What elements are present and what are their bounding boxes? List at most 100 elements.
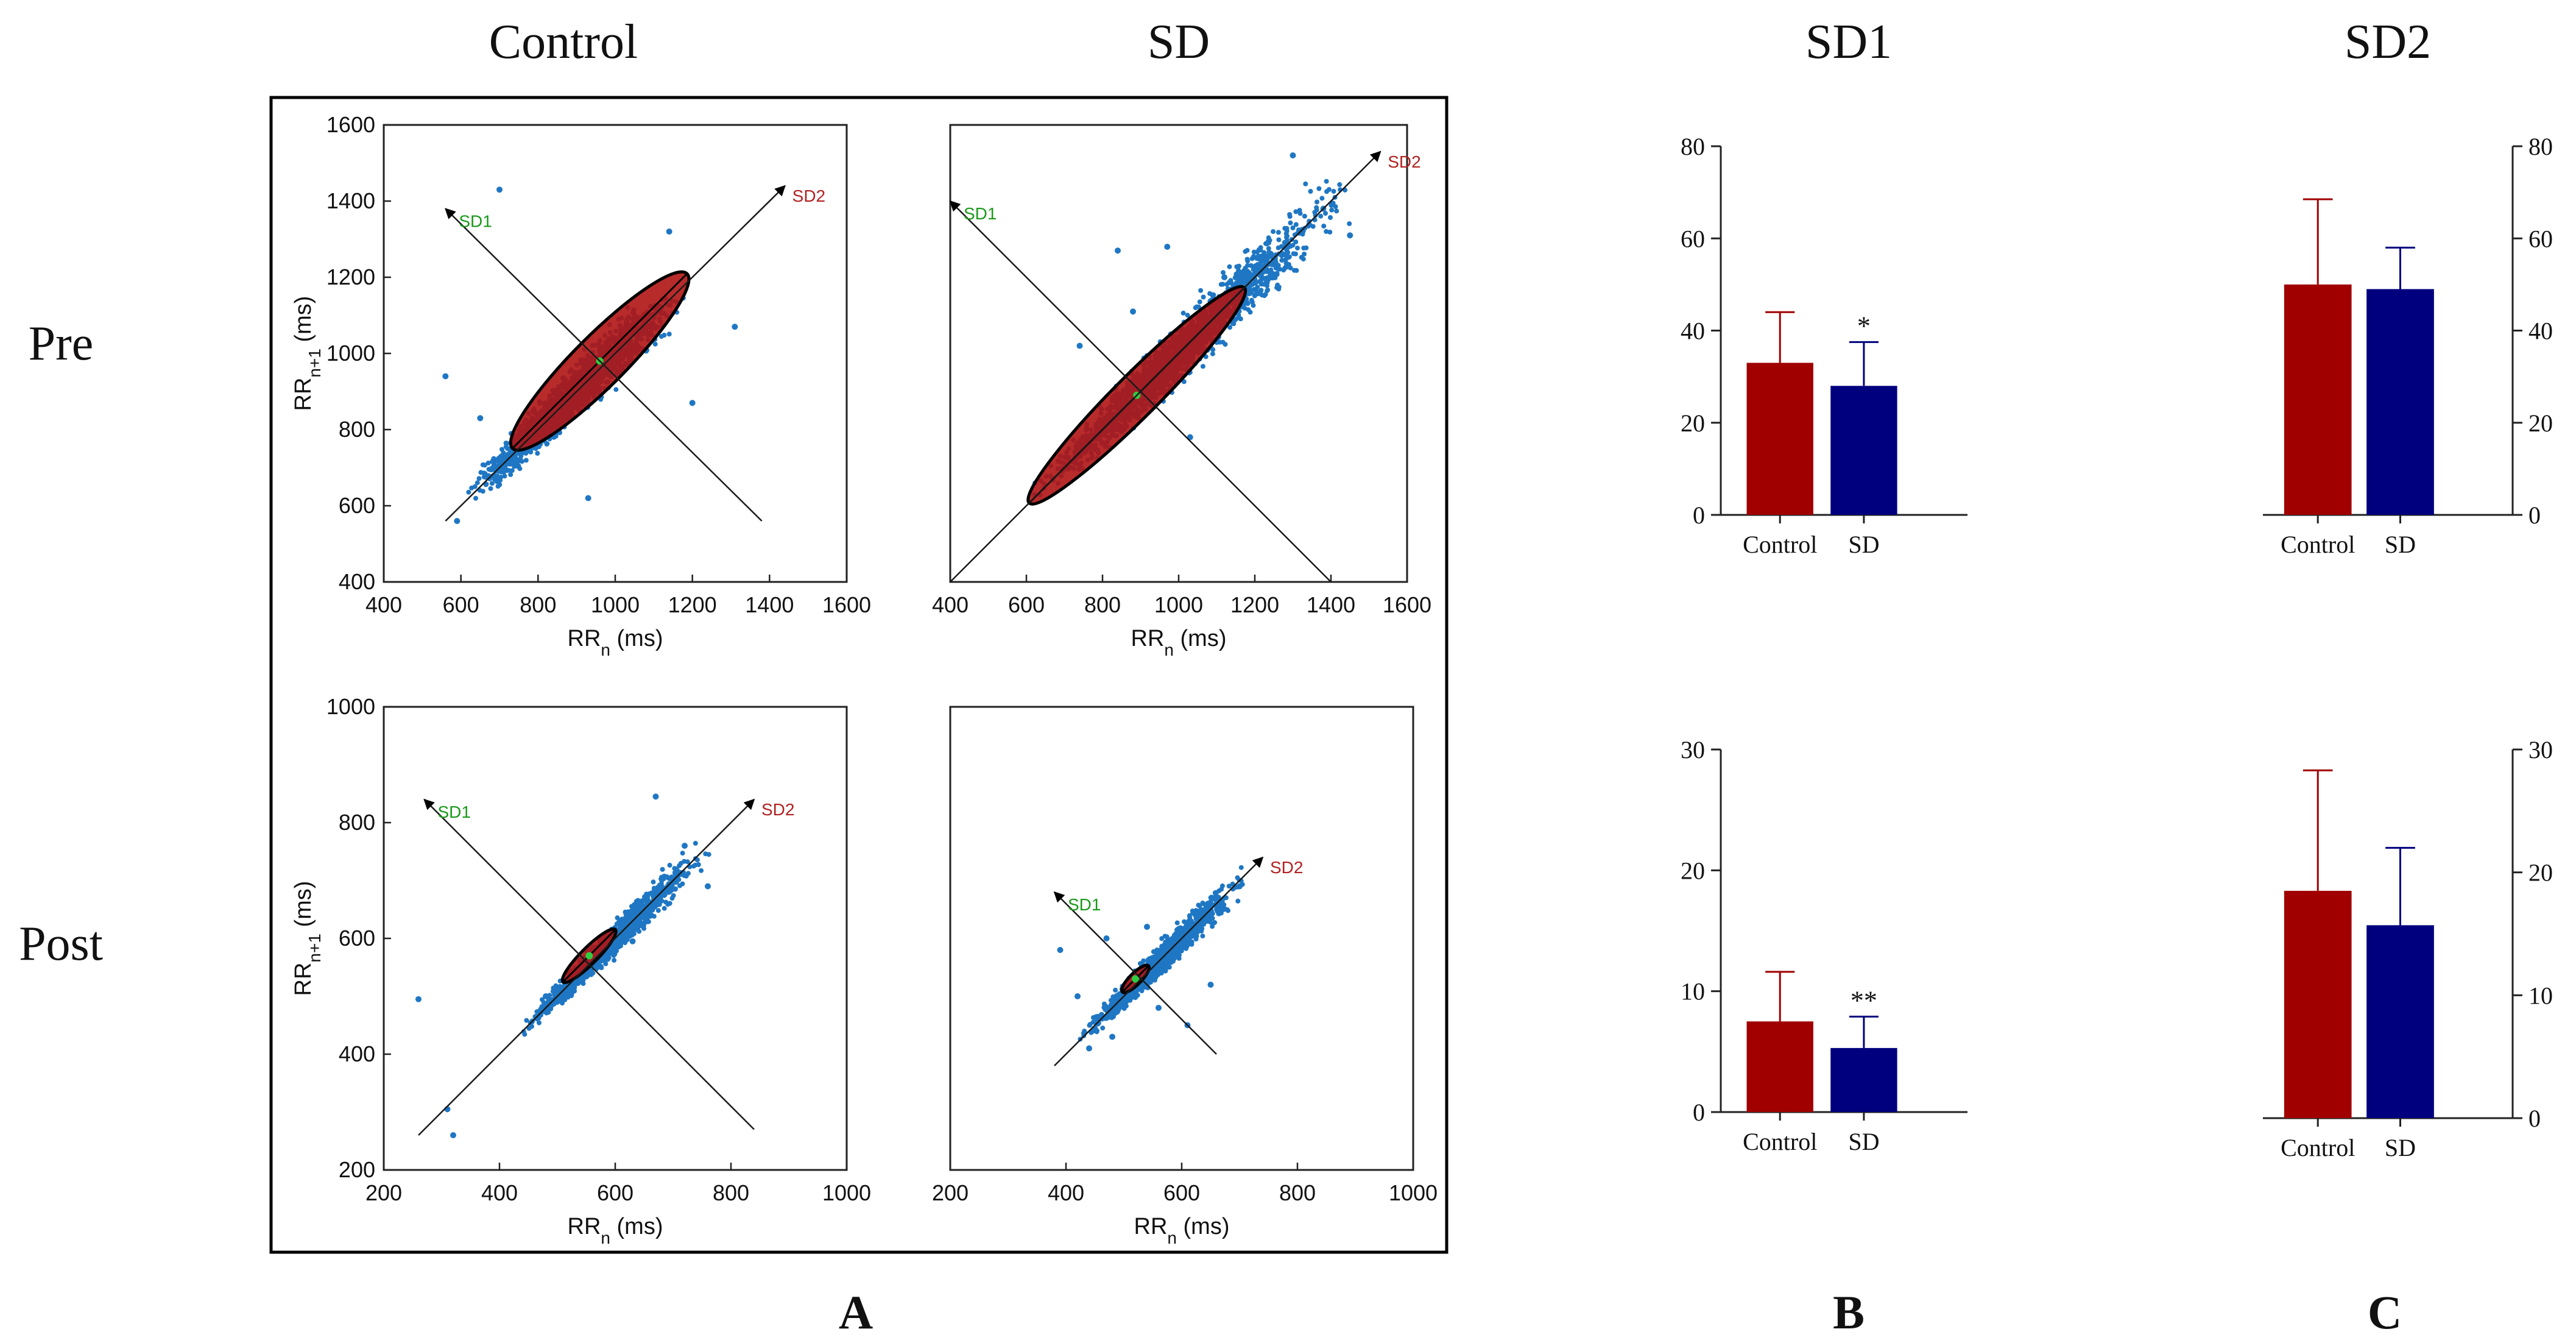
data-point	[1271, 229, 1276, 234]
x-tick-label: 400	[932, 592, 969, 617]
column-header-sd2: SD2	[2345, 15, 2431, 69]
x-tick-label: 200	[365, 1180, 402, 1205]
x-axis-label-unit: (ms)	[1174, 626, 1227, 651]
data-point	[1331, 188, 1336, 194]
y-axis-label-unit: (ms)	[291, 296, 316, 349]
data-point	[1337, 182, 1343, 187]
outlier-point	[689, 400, 696, 406]
data-point	[570, 991, 574, 996]
data-point	[1210, 347, 1216, 352]
data-point	[1207, 291, 1213, 296]
row-label-pre: Pre	[29, 317, 94, 370]
data-point	[1259, 253, 1265, 259]
data-point	[1221, 270, 1226, 275]
data-point	[1244, 300, 1250, 305]
x-tick-label: 400	[365, 592, 402, 617]
y-tick-label: 600	[339, 493, 375, 518]
data-point	[523, 450, 529, 456]
data-point	[1197, 299, 1202, 305]
x-axis-label-subscript: n	[1164, 640, 1174, 659]
data-point	[1266, 238, 1271, 244]
data-point	[1306, 222, 1311, 227]
data-point	[603, 961, 609, 966]
plot-area	[415, 793, 711, 1138]
data-point	[652, 341, 658, 347]
data-point	[623, 912, 629, 917]
x-axis-label-unit: (ms)	[610, 626, 663, 651]
outlier-point	[666, 229, 672, 235]
data-point	[473, 495, 478, 501]
data-point	[502, 473, 507, 479]
panel-a-frame	[269, 96, 1449, 1254]
data-point	[1290, 225, 1296, 230]
data-point	[1327, 229, 1333, 235]
y-tick-label: 400	[339, 569, 375, 594]
x-axis-label-subscript: n	[601, 640, 610, 659]
data-point	[469, 485, 475, 491]
column-header-sd1: SD1	[1805, 15, 1892, 69]
poincare-plot-pre-control: 400 600 800 1000 1200 1400 1600400600800100012…	[291, 112, 871, 659]
data-point	[497, 482, 503, 487]
data-point	[1268, 250, 1273, 256]
data-point	[1318, 213, 1324, 219]
outlier-point	[1076, 342, 1083, 349]
data-point	[1232, 275, 1238, 280]
panel-label-a: A	[839, 1286, 873, 1339]
data-point	[1217, 339, 1223, 345]
data-point	[1290, 243, 1296, 248]
data-point	[1258, 245, 1263, 250]
y-axis-label: RRn+1 (ms)	[291, 881, 324, 996]
outlier-point	[1221, 274, 1227, 280]
data-point	[1329, 207, 1335, 213]
data-point	[483, 482, 489, 487]
x-tick-label: 600	[597, 1180, 633, 1205]
data-point	[1234, 280, 1240, 285]
y-tick-label: 200	[339, 1157, 375, 1182]
data-point	[1243, 249, 1248, 254]
outlier-point	[454, 518, 461, 524]
data-point	[1277, 266, 1282, 272]
data-point	[1308, 189, 1313, 194]
data-point	[485, 460, 491, 466]
data-point	[1247, 310, 1253, 315]
data-point	[1328, 215, 1333, 220]
x-tick-label: 800	[713, 1180, 749, 1205]
data-point	[611, 953, 616, 958]
y-tick-label: 1400	[326, 188, 375, 213]
data-point	[535, 450, 540, 456]
data-point	[1245, 275, 1251, 280]
data-point	[662, 333, 667, 338]
data-point	[1314, 207, 1319, 213]
data-point	[1226, 280, 1232, 286]
data-point	[1281, 268, 1286, 273]
y-tick-label: 800	[339, 810, 375, 835]
data-point	[670, 885, 675, 890]
data-point	[501, 470, 506, 475]
data-point	[1279, 258, 1285, 263]
data-point	[1249, 256, 1255, 261]
data-point	[1255, 254, 1260, 260]
x-tick-label: 1000	[1154, 592, 1203, 617]
data-point	[1273, 265, 1279, 271]
data-point	[1263, 269, 1268, 274]
data-point	[666, 331, 672, 337]
data-point	[466, 489, 471, 495]
x-tick-label: 1400	[1307, 592, 1355, 617]
x-axis-label: RRn (ms)	[568, 626, 663, 659]
data-point	[1227, 264, 1232, 269]
data-point	[1276, 230, 1281, 235]
y-axis-label-subscript: n+1	[305, 349, 324, 378]
y-axis-label: RRn+1 (ms)	[291, 296, 324, 411]
data-point	[1201, 294, 1206, 300]
sd2-axis-line	[950, 151, 1382, 583]
y-tick-label: 1200	[326, 264, 375, 289]
plot-area	[442, 186, 738, 524]
data-point	[534, 1009, 540, 1015]
data-point	[482, 462, 487, 468]
data-point	[1220, 282, 1226, 287]
data-point	[1274, 271, 1280, 276]
data-point	[1301, 246, 1307, 251]
outlier-point	[1115, 247, 1121, 254]
